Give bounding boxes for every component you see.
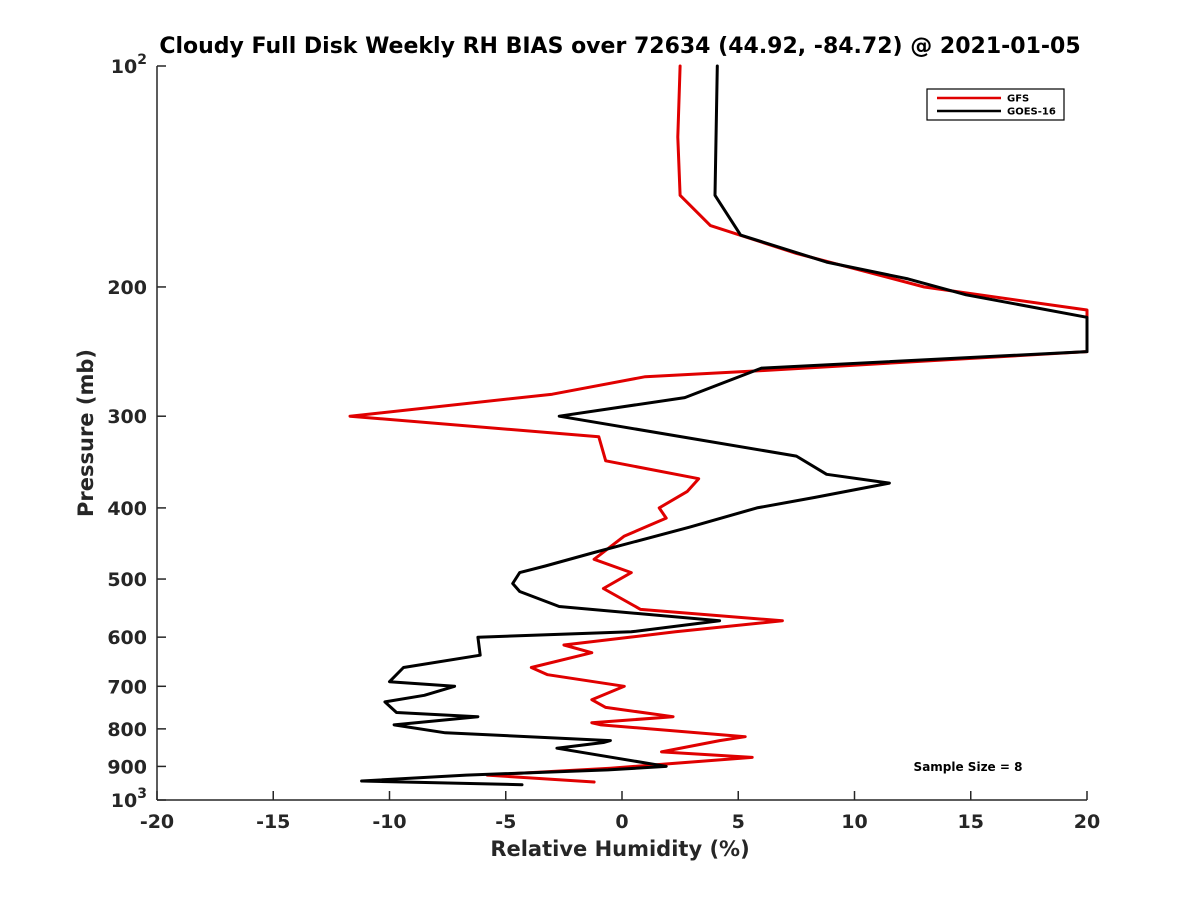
y-tick-label: 900 <box>107 756 147 778</box>
legend-label-gfs: GFS <box>1007 94 1029 105</box>
x-tick-label: 10 <box>841 811 867 833</box>
x-tick-label: -20 <box>140 811 174 833</box>
x-tick-label: -15 <box>256 811 290 833</box>
y-tick-label: 300 <box>107 406 147 428</box>
x-tick-label: -10 <box>372 811 406 833</box>
series-line-goes-16 <box>360 64 1089 787</box>
y-tick-label: 103 <box>111 786 147 812</box>
y-axis-label: Pressure (mb) <box>74 349 98 517</box>
legend: GFS GOES-16 <box>926 88 1065 121</box>
y-tick-label: 700 <box>107 676 147 698</box>
y-tick-label: 600 <box>107 627 147 649</box>
x-axis-label: Relative Humidity (%) <box>490 837 749 861</box>
y-tick-label: 500 <box>107 569 147 591</box>
x-tick-label: -5 <box>495 811 516 833</box>
legend-label-goes-16: GOES-16 <box>1007 107 1056 118</box>
sample-size-annotation: Sample Size = 8 <box>914 760 1023 774</box>
x-tick-label: 15 <box>958 811 984 833</box>
x-tick-label: 5 <box>732 811 745 833</box>
y-ticks: 102 200 300 400 500 600 700 800 900 103 <box>107 52 166 812</box>
x-ticks: -20 -15 -10 -5 0 5 10 15 20 <box>140 791 1100 833</box>
chart-title: Cloudy Full Disk Weekly RH BIAS over 726… <box>159 34 1080 59</box>
plot-area: -20 -15 -10 -5 0 5 10 15 20 102 200 300 400 500 600 70… <box>107 52 1100 833</box>
series-lines <box>348 64 1089 787</box>
legend-box <box>926 88 1065 121</box>
y-tick-label: 800 <box>107 719 147 741</box>
y-tick-label: 400 <box>107 498 147 520</box>
x-tick-label: 0 <box>615 811 628 833</box>
legend-items: GFS GOES-16 <box>937 94 1056 118</box>
y-tick-label: 200 <box>107 277 147 299</box>
x-tick-label: 20 <box>1074 811 1100 833</box>
y-tick-label: 102 <box>111 52 147 78</box>
